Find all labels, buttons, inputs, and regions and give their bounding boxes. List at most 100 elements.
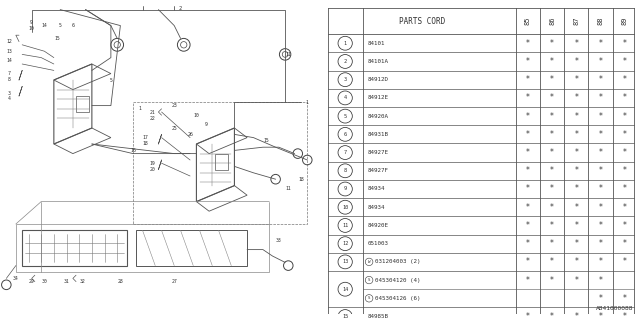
- Text: 11: 11: [285, 52, 291, 57]
- Text: *: *: [598, 203, 602, 212]
- Text: *: *: [526, 257, 530, 266]
- Text: 21
22: 21 22: [149, 110, 155, 121]
- Text: 84920A: 84920A: [367, 114, 388, 119]
- Text: 84927F: 84927F: [367, 168, 388, 173]
- Text: 27: 27: [172, 279, 177, 284]
- Text: 9: 9: [344, 187, 347, 191]
- Text: *: *: [526, 112, 530, 121]
- Text: 3
4: 3 4: [8, 91, 11, 101]
- Text: *: *: [526, 185, 530, 194]
- Text: 84934: 84934: [367, 205, 385, 210]
- Text: *: *: [526, 130, 530, 139]
- Bar: [133, 102, 307, 224]
- Text: *: *: [623, 93, 627, 102]
- Text: *: *: [623, 39, 627, 48]
- Text: *: *: [598, 185, 602, 194]
- Text: *: *: [550, 57, 554, 66]
- Text: 6: 6: [72, 23, 74, 28]
- Text: 2: 2: [179, 5, 182, 11]
- Text: *: *: [598, 276, 602, 284]
- Text: 9: 9: [205, 122, 207, 127]
- Text: *: *: [574, 75, 578, 84]
- Text: 18: 18: [298, 177, 304, 182]
- Text: *: *: [623, 312, 627, 320]
- Text: *: *: [550, 257, 554, 266]
- Text: 11: 11: [342, 223, 348, 228]
- Text: 1: 1: [306, 100, 308, 105]
- Text: *: *: [526, 57, 530, 66]
- Text: 87: 87: [573, 17, 579, 25]
- Text: 88: 88: [598, 17, 604, 25]
- Text: *: *: [574, 130, 578, 139]
- Text: *: *: [598, 257, 602, 266]
- Text: *: *: [598, 93, 602, 102]
- Text: 5: 5: [344, 114, 347, 119]
- Text: 84101A: 84101A: [367, 59, 388, 64]
- Text: *: *: [598, 294, 602, 303]
- Text: 89: 89: [621, 17, 628, 25]
- Text: 1: 1: [138, 106, 141, 111]
- Text: *: *: [526, 276, 530, 284]
- Text: *: *: [574, 257, 578, 266]
- Text: *: *: [574, 148, 578, 157]
- Text: *: *: [598, 148, 602, 157]
- Text: *: *: [623, 294, 627, 303]
- Text: *: *: [526, 39, 530, 48]
- Text: 9
10: 9 10: [29, 20, 35, 31]
- Text: 84101: 84101: [367, 41, 385, 46]
- Text: *: *: [550, 185, 554, 194]
- Text: W: W: [368, 260, 371, 264]
- Text: 84920E: 84920E: [367, 223, 388, 228]
- Text: 31: 31: [63, 279, 69, 284]
- Text: 13: 13: [342, 260, 348, 264]
- Text: *: *: [574, 203, 578, 212]
- Text: *: *: [574, 221, 578, 230]
- Text: 33: 33: [276, 237, 282, 243]
- Text: *: *: [574, 93, 578, 102]
- Text: *: *: [526, 239, 530, 248]
- Text: 1: 1: [344, 41, 347, 46]
- Text: *: *: [526, 221, 530, 230]
- Text: *: *: [550, 203, 554, 212]
- Text: *: *: [550, 75, 554, 84]
- Text: *: *: [598, 57, 602, 66]
- Text: *: *: [598, 112, 602, 121]
- Text: *: *: [574, 276, 578, 284]
- Text: *: *: [623, 148, 627, 157]
- Text: *: *: [550, 130, 554, 139]
- Text: 5: 5: [109, 77, 112, 83]
- Text: S: S: [368, 278, 371, 282]
- Text: *: *: [623, 166, 627, 175]
- Text: *: *: [550, 93, 554, 102]
- Text: *: *: [623, 75, 627, 84]
- Text: 84912D: 84912D: [367, 77, 388, 82]
- Text: *: *: [526, 203, 530, 212]
- Text: 14: 14: [6, 58, 12, 63]
- Text: 15: 15: [263, 138, 269, 143]
- Text: *: *: [598, 166, 602, 175]
- Text: *: *: [526, 93, 530, 102]
- Text: *: *: [598, 39, 602, 48]
- Text: *: *: [574, 112, 578, 121]
- Text: 13: 13: [6, 49, 12, 54]
- Text: 84985B: 84985B: [367, 314, 388, 319]
- Text: *: *: [550, 166, 554, 175]
- Text: 8: 8: [344, 168, 347, 173]
- Text: *: *: [623, 203, 627, 212]
- Text: *: *: [550, 221, 554, 230]
- Text: 3: 3: [344, 77, 347, 82]
- Text: 15: 15: [54, 36, 60, 41]
- Text: 16: 16: [130, 148, 136, 153]
- Text: 25: 25: [172, 125, 177, 131]
- Text: *: *: [598, 221, 602, 230]
- Text: 30: 30: [42, 279, 47, 284]
- Text: 17
18: 17 18: [143, 135, 148, 146]
- Text: *: *: [574, 57, 578, 66]
- Text: 23: 23: [172, 103, 177, 108]
- Text: 84934: 84934: [367, 187, 385, 191]
- Text: 10: 10: [342, 205, 348, 210]
- Text: 15: 15: [342, 314, 348, 319]
- Text: *: *: [526, 148, 530, 157]
- Text: *: *: [526, 166, 530, 175]
- Text: *: *: [598, 239, 602, 248]
